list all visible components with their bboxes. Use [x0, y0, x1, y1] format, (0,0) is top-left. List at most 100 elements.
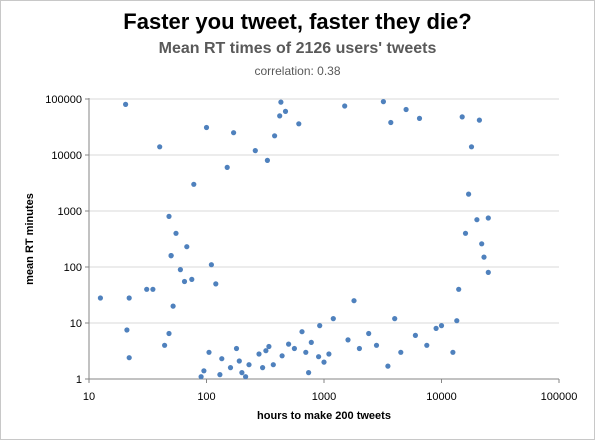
data-point	[356, 345, 362, 352]
data-point	[252, 148, 258, 154]
data-point	[246, 362, 252, 368]
data-point	[272, 133, 278, 139]
x-tick-label: 1000	[312, 391, 336, 403]
data-point	[424, 342, 430, 348]
data-point	[278, 99, 284, 105]
x-tick-label: 100	[197, 391, 215, 403]
x-tick-label: 10000	[426, 391, 457, 403]
data-point	[263, 348, 269, 354]
data-point	[150, 286, 156, 292]
data-point	[481, 254, 487, 260]
y-tick-label: 1000	[58, 206, 82, 218]
data-point	[173, 230, 179, 236]
data-points	[97, 99, 491, 380]
data-point	[326, 351, 332, 357]
data-point	[380, 99, 386, 105]
data-point	[270, 362, 276, 368]
data-point	[181, 278, 188, 285]
data-point	[485, 269, 491, 275]
data-point	[157, 144, 163, 150]
data-point	[373, 342, 380, 348]
data-point	[126, 355, 132, 361]
data-point	[256, 351, 262, 357]
data-point	[299, 329, 305, 335]
data-point	[166, 213, 172, 219]
y-tick-label: 10	[70, 318, 82, 330]
data-point	[264, 157, 270, 163]
data-point	[213, 281, 219, 287]
data-point	[385, 363, 391, 369]
chart-title: Faster you tweet, faster they die?	[123, 9, 472, 34]
data-point	[208, 262, 214, 268]
data-point	[168, 253, 174, 259]
data-point	[474, 217, 480, 223]
data-point	[316, 354, 322, 360]
data-point	[162, 342, 168, 348]
data-point	[459, 114, 465, 120]
data-point	[126, 295, 132, 301]
gridlines	[89, 98, 559, 324]
correlation-annotation: correlation: 0.38	[254, 64, 341, 78]
data-point	[433, 325, 439, 331]
data-point	[231, 130, 237, 136]
data-point	[203, 124, 210, 131]
data-point	[306, 370, 312, 376]
data-point	[277, 113, 283, 119]
data-point	[144, 286, 150, 292]
chart-subtitle: Mean RT times of 2126 users' tweets	[158, 40, 437, 57]
data-point	[189, 276, 195, 282]
data-point	[266, 343, 272, 350]
data-point	[177, 267, 183, 273]
y-tick-label: 1	[76, 374, 82, 386]
data-point	[468, 144, 475, 150]
data-point	[485, 215, 491, 221]
data-point	[239, 370, 245, 376]
y-axis-title: mean RT minutes	[24, 193, 36, 285]
data-point	[462, 230, 469, 236]
data-point	[456, 286, 462, 292]
data-point	[291, 345, 297, 352]
data-point	[450, 349, 456, 355]
data-point	[184, 244, 190, 250]
data-point	[345, 337, 351, 343]
data-point	[123, 101, 129, 107]
data-point	[296, 121, 302, 127]
data-point	[351, 298, 357, 304]
data-point	[317, 323, 323, 329]
data-point	[201, 368, 207, 374]
data-point	[286, 341, 292, 347]
data-point	[342, 103, 348, 109]
data-point	[308, 339, 314, 345]
data-point	[97, 295, 103, 301]
data-point	[198, 374, 204, 380]
data-point	[227, 365, 234, 371]
data-point	[217, 372, 223, 378]
data-point	[206, 349, 212, 355]
x-axis-title: hours to make 200 tweets	[257, 410, 391, 422]
data-point	[366, 330, 372, 337]
data-point	[279, 353, 285, 359]
data-point	[398, 349, 404, 355]
data-point	[330, 316, 336, 322]
x-tick-label: 100000	[541, 391, 578, 403]
data-point	[219, 356, 225, 362]
data-point	[416, 115, 423, 121]
data-point	[479, 241, 485, 247]
data-point	[303, 349, 309, 355]
data-point	[321, 359, 327, 365]
y-tick-label: 10000	[51, 150, 82, 162]
data-point	[166, 330, 172, 337]
x-tick-label: 10	[83, 391, 95, 403]
data-point	[124, 327, 130, 333]
data-point	[243, 374, 249, 380]
data-point	[170, 303, 176, 309]
data-point	[454, 318, 460, 324]
y-tick-label: 100	[64, 262, 82, 274]
data-point	[233, 345, 240, 352]
x-tick-labels: 10 100 1000 10000 100000	[83, 391, 577, 403]
data-point	[392, 316, 398, 322]
data-point	[438, 323, 445, 329]
y-tick-labels: 1 10 100 1000 10000 100000	[45, 94, 82, 386]
